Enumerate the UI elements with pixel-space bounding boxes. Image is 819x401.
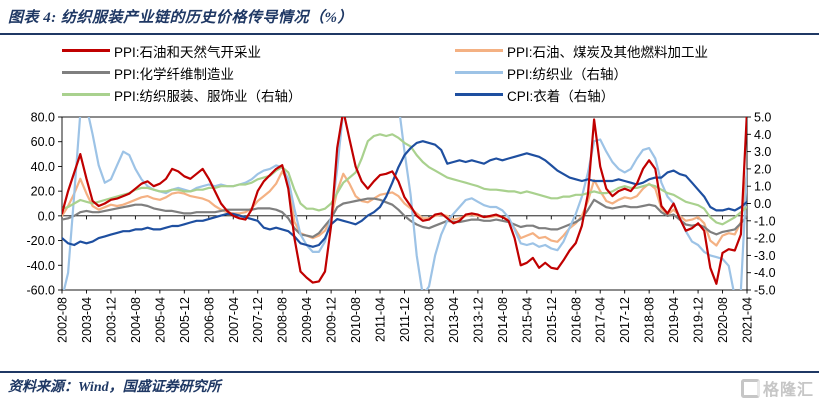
x-axis-tick-label: 2018-08: [643, 297, 657, 343]
legend-label: PPI:石油、煤炭及其他燃料加工业: [507, 44, 709, 60]
right-axis-tick-label: 5.0: [754, 111, 771, 125]
series-line-5: [62, 140, 747, 248]
x-axis-tick-label: 2015-04: [520, 297, 534, 343]
legend-swatch-icon: [455, 49, 503, 52]
x-axis-tick-label: 2013-04: [447, 297, 461, 343]
legend-item: PPI:纺织业（右轴）: [455, 64, 762, 82]
right-axis-tick-label: 3.0: [754, 145, 771, 159]
left-axis-tick-label: 0.0: [38, 209, 55, 223]
right-axis-tick-label: -1.0: [754, 214, 776, 228]
source-note: 资料来源：Wind，国盛证券研究所: [8, 376, 221, 396]
x-axis-tick-label: 2002-08: [56, 297, 70, 343]
right-axis-tick-label: -5.0: [754, 284, 776, 298]
gelonghui-watermark: 格隆汇: [740, 376, 814, 400]
legend-item: CPI:衣着（右轴）: [455, 86, 762, 104]
legend-item: PPI:石油、煤炭及其他燃料加工业: [455, 42, 762, 60]
x-axis-tick-label: 2011-04: [374, 297, 388, 342]
x-axis-tick-label: 2009-12: [325, 297, 339, 343]
x-axis-tick-label: 2019-12: [692, 297, 706, 343]
chart-legend: PPI:石油和天然气开采业 PPI:石油、煤炭及其他燃料加工业 PPI:化学纤维制造…: [62, 42, 762, 104]
right-axis-tick-label: -3.0: [754, 249, 776, 263]
series-line-2: [62, 197, 747, 238]
legend-swatch-icon: [62, 71, 110, 74]
gelonghui-logo-icon: [740, 378, 760, 398]
x-axis-tick-label: 2006-08: [202, 297, 216, 343]
right-axis-tick-label: 0.0: [754, 197, 771, 211]
x-axis-tick-label: 2010-08: [349, 297, 363, 343]
legend-swatch-icon: [62, 93, 110, 96]
x-axis-tick-label: 2021-04: [741, 297, 755, 343]
left-axis-tick-label: 40.0: [31, 160, 55, 174]
x-axis-tick-label: 2013-12: [471, 297, 485, 343]
legend-swatch-icon: [62, 49, 110, 52]
x-axis-tick-label: 2003-12: [104, 297, 118, 343]
series-line-0: [62, 117, 747, 285]
left-axis-tick-label: -60.0: [27, 284, 56, 298]
right-axis-tick-label: -2.0: [754, 232, 776, 246]
left-axis-tick-label: 80.0: [31, 111, 55, 125]
bottom-divider: [0, 371, 819, 373]
source-text: 资料来源：Wind，国盛证券研究所: [8, 380, 221, 395]
x-axis-tick-label: 2008-08: [276, 297, 290, 343]
left-axis-tick-label: -20.0: [27, 234, 56, 248]
x-axis-tick-label: 2020-08: [716, 297, 730, 343]
right-axis-tick-label: -4.0: [754, 266, 776, 280]
legend-label: PPI:纺织服装、服饰业（右轴）: [114, 88, 302, 104]
legend-label: PPI:纺织业（右轴）: [507, 66, 628, 82]
x-axis-tick-label: 2009-04: [300, 297, 314, 343]
x-axis-tick-label: 2007-12: [251, 297, 265, 343]
left-axis-tick-label: 20.0: [31, 185, 55, 199]
x-axis-tick-label: 2014-08: [496, 297, 510, 343]
x-axis-tick-label: 2004-08: [129, 297, 143, 343]
legend-swatch-icon: [455, 93, 503, 96]
right-axis-tick-label: 2.0: [754, 162, 771, 176]
legend-item: PPI:石油和天然气开采业: [62, 42, 455, 60]
series-line-3: [62, 117, 747, 290]
top-divider: [0, 33, 819, 35]
x-axis-tick-label: 2016-08: [569, 297, 583, 343]
watermark-text: 格隆汇: [762, 382, 814, 399]
x-axis-tick-label: 2005-04: [153, 297, 167, 343]
x-axis-tick-label: 2017-04: [594, 297, 608, 343]
right-axis-tick-label: 4.0: [754, 128, 771, 142]
left-axis-tick-label: 60.0: [31, 135, 55, 149]
x-axis-tick-label: 2011-12: [398, 297, 412, 342]
legend-label: PPI:化学纤维制造业: [114, 66, 235, 82]
x-axis-tick-label: 2015-12: [545, 297, 559, 343]
figure-title: 图表 4: 纺织服装产业链的历史价格传导情况（%）: [8, 10, 353, 26]
x-axis-tick-label: 2017-12: [618, 297, 632, 343]
series-line-1: [62, 170, 747, 247]
x-axis-tick-label: 2007-04: [227, 297, 241, 343]
legend-label: CPI:衣着（右轴）: [507, 88, 615, 104]
x-axis-tick-label: 2019-04: [667, 297, 681, 343]
legend-item: PPI:化学纤维制造业: [62, 64, 455, 82]
right-axis-tick-label: 1.0: [754, 180, 771, 194]
x-axis-tick-label: 2012-08: [422, 297, 436, 343]
legend-item: PPI:纺织服装、服饰业（右轴）: [62, 86, 455, 104]
legend-swatch-icon: [455, 71, 503, 74]
legend-label: PPI:石油和天然气开采业: [114, 44, 262, 60]
x-axis-tick-label: 2005-12: [178, 297, 192, 343]
left-axis-tick-label: -40.0: [27, 259, 56, 273]
x-axis-tick-label: 2003-04: [80, 297, 94, 343]
